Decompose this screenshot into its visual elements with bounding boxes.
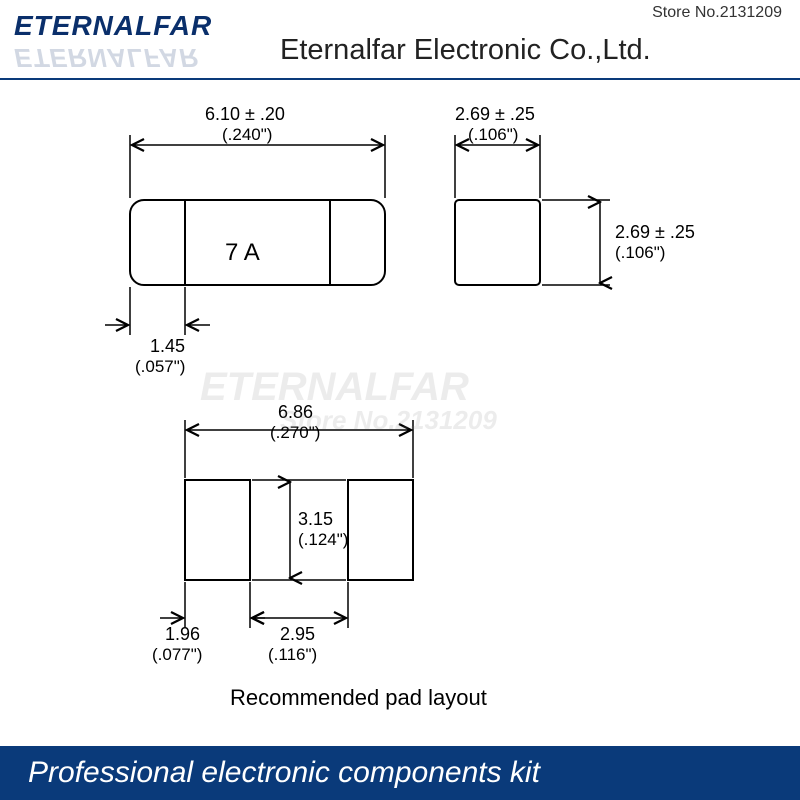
- svg-text:1.45: 1.45: [150, 336, 185, 356]
- svg-text:(.270"): (.270"): [270, 423, 320, 442]
- pad-caption: Recommended pad layout: [230, 685, 487, 710]
- brand-logo: ETERNALFAR: [14, 10, 212, 42]
- dim-pad-width: 1.96 (.077"): [152, 582, 265, 664]
- svg-text:6.10 ± .20: 6.10 ± .20: [205, 104, 285, 124]
- fuse-side-view: 7 A: [130, 200, 385, 285]
- svg-text:2.69 ± .25: 2.69 ± .25: [615, 222, 695, 242]
- svg-text:(.077"): (.077"): [152, 645, 202, 664]
- dim-cap-width: 1.45 (.057"): [105, 287, 210, 376]
- dim-fuse-length: 6.10 ± .20 (.240"): [130, 104, 385, 198]
- svg-text:3.15: 3.15: [298, 509, 333, 529]
- company-name: Eternalfar Electronic Co.,Ltd.: [280, 34, 651, 67]
- svg-text:(.124"): (.124"): [298, 530, 348, 549]
- svg-text:2.95: 2.95: [280, 624, 315, 644]
- header-bar: ETERNALFAR ETERNALFAR Store No.2131209 E…: [0, 0, 800, 80]
- svg-text:1.96: 1.96: [165, 624, 200, 644]
- dim-pad-height: 3.15 (.124"): [252, 480, 348, 580]
- technical-diagram: 7 A 6.10 ± .20 (.240") 1.45 (.057") 2.69…: [0, 80, 800, 740]
- fuse-end-view: [455, 200, 540, 285]
- svg-text:2.69 ± .25: 2.69 ± .25: [455, 104, 535, 124]
- fuse-rating-label: 7 A: [225, 239, 260, 266]
- footer-tagline: Professional electronic components kit: [28, 756, 540, 790]
- svg-text:(.116"): (.116"): [268, 645, 317, 664]
- dim-end-width: 2.69 ± .25 (.106"): [455, 104, 540, 198]
- svg-text:(.106"): (.106"): [615, 243, 665, 262]
- footer-bar: Professional electronic components kit: [0, 746, 800, 800]
- svg-text:6.86: 6.86: [278, 402, 313, 422]
- store-number: Store No.2131209: [652, 4, 782, 22]
- brand-logo-reflection: ETERNALFAR: [14, 42, 199, 73]
- svg-text:(.106"): (.106"): [468, 125, 518, 144]
- svg-text:(.057"): (.057"): [135, 357, 185, 376]
- dim-pad-overall: 6.86 (.270"): [185, 402, 413, 478]
- dim-end-height: 2.69 ± .25 (.106"): [542, 200, 695, 285]
- dim-pad-gap: 2.95 (.116"): [250, 582, 348, 664]
- svg-text:(.240"): (.240"): [222, 125, 272, 144]
